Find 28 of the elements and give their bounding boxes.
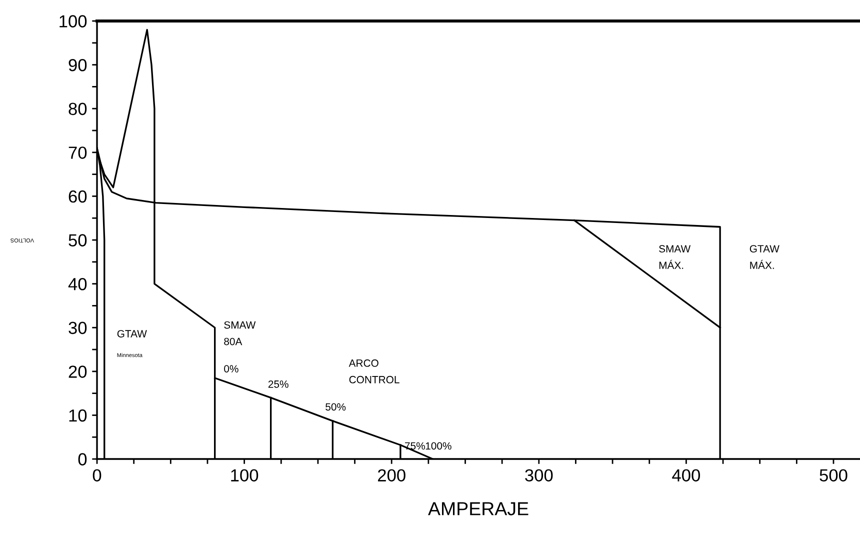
x-axis-title: AMPERAJE	[428, 502, 528, 516]
y-tick-label: 90	[68, 58, 87, 72]
y-tick-label: 60	[68, 190, 87, 203]
annotation: ARCO CONTROL	[348, 359, 400, 384]
x-tick-label: 400	[672, 469, 700, 482]
x-tick-label: 0	[92, 469, 102, 482]
annotation: 100%	[426, 442, 452, 450]
y-tick-label: 100	[60, 15, 87, 28]
annotation: 75%	[405, 442, 425, 450]
y-tick-label: 30	[68, 322, 87, 334]
y-tick-label: 20	[68, 366, 87, 378]
x-tick-label: 200	[378, 469, 406, 482]
y-tick-label: 70	[68, 146, 87, 159]
x-tick-label: 500	[820, 469, 848, 482]
annotation: 50%	[326, 403, 346, 411]
annotation: GTAW	[117, 330, 147, 338]
y-tick-label: 80	[68, 102, 87, 116]
annotation: GTAW MÁX.	[750, 245, 780, 269]
annotation: SMAW MÁX.	[659, 245, 691, 269]
annotation: SMAW 80A	[224, 321, 256, 346]
y-tick-label: 10	[69, 409, 87, 422]
x-tick-label: 100	[231, 469, 258, 482]
annotation: 0%	[224, 365, 238, 372]
x-tick-label: 300	[525, 469, 553, 482]
annotation: 25%	[268, 380, 288, 388]
y-tick-label: 0	[78, 453, 87, 466]
y-tick-label: 40	[68, 278, 87, 290]
y-tick-label: 50	[68, 234, 87, 246]
